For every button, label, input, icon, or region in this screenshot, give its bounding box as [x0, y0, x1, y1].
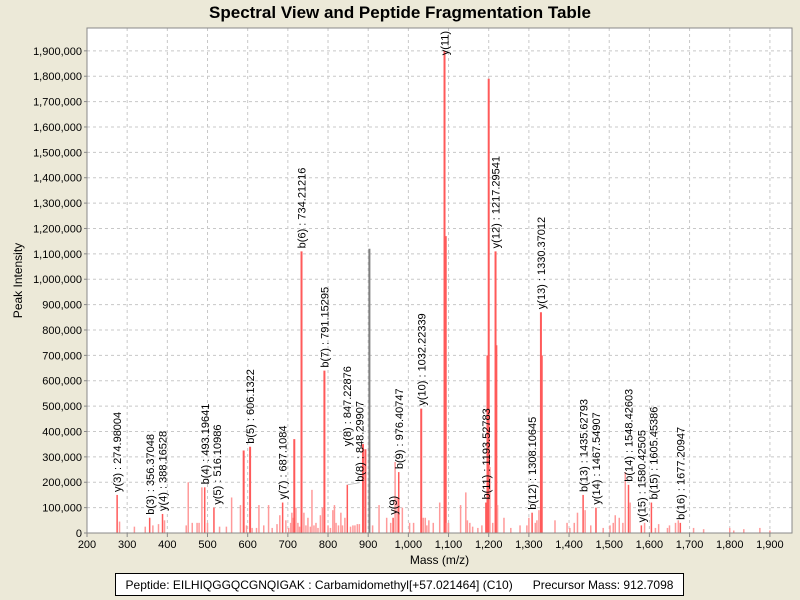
peak-annotation: y(12) : 1217.29541: [491, 156, 503, 248]
x-tick-label: 1,900: [756, 539, 784, 551]
y-tick-label: 1,700,000: [33, 97, 82, 109]
peak-annotation: b(6) : 734.21216: [297, 168, 309, 249]
precursor-mass-label: Precursor Mass: 912.7098: [532, 578, 674, 592]
x-axis-label: Mass (m/z): [410, 553, 469, 567]
peak-annotation: b(5) : 606.1322: [245, 369, 257, 444]
peak-annotation: b(8) : 848.29907: [354, 401, 366, 482]
peak-annotation: y(7) : 687.1084: [278, 426, 290, 500]
y-tick-label: 700,000: [42, 350, 82, 362]
y-tick-label: 400,000: [42, 426, 82, 438]
peak-annotation: b(15) : 1605.45386: [649, 407, 661, 500]
peak-annotation: y(10) : 1032.22339: [416, 313, 428, 405]
x-tick-label: 1,200: [475, 539, 503, 551]
x-tick-label: 600: [239, 539, 257, 551]
peak-annotation: b(16) : 1677.20947: [675, 427, 687, 520]
x-tick-label: 700: [279, 539, 297, 551]
x-tick-label: 1,100: [435, 539, 463, 551]
x-tick-label: 400: [158, 539, 176, 551]
y-tick-label: 900,000: [42, 300, 82, 312]
x-tick-label: 1,000: [395, 539, 423, 551]
y-tick-label: 1,800,000: [33, 71, 82, 83]
peak-annotation: b(14) : 1548.42603: [624, 389, 636, 482]
peak-annotation: b(4) : 493.19641: [200, 404, 212, 485]
peak-annotation: y(8) : 847.22876: [342, 366, 354, 446]
peak-annotation: b(3) : 356.37048: [145, 434, 157, 515]
y-axis-label: Peak Intensity: [11, 243, 25, 318]
x-tick-label: 500: [198, 539, 216, 551]
plot-area: [87, 28, 792, 533]
peptide-label: Peptide: EILHIQGGQCGNQIGAK : Carbamidome…: [125, 578, 513, 592]
x-tick-label: 900: [359, 539, 377, 551]
y-tick-label: 1,200,000: [33, 223, 82, 235]
y-tick-label: 0: [76, 528, 82, 540]
x-tick-label: 1,800: [716, 539, 744, 551]
y-tick-label: 1,900,000: [33, 46, 82, 58]
y-tick-label: 1,400,000: [33, 173, 82, 185]
peak-annotation: y(4) : 388.16528: [158, 431, 170, 511]
x-tick-label: 200: [78, 539, 96, 551]
y-tick-label: 800,000: [42, 325, 82, 337]
x-tick-label: 1,500: [595, 539, 623, 551]
y-tick-label: 1,100,000: [33, 249, 82, 261]
x-tick-label: 1,400: [555, 539, 583, 551]
y-tick-label: 1,500,000: [33, 147, 82, 159]
y-tick-label: 600,000: [42, 376, 82, 388]
y-tick-label: 500,000: [42, 401, 82, 413]
y-tick-label: 300,000: [42, 452, 82, 464]
peak-annotation: y(11): [440, 31, 452, 55]
peak-annotation: y(15) : 1580.42505: [637, 430, 649, 522]
peak-annotation: y(9): [388, 496, 400, 515]
peak-annotation: b(11) : 1193.52783: [481, 408, 493, 499]
x-tick-label: 1,700: [676, 539, 704, 551]
peak-annotation: y(3) : 274.98004: [112, 412, 124, 492]
y-tick-label: 1,600,000: [33, 122, 82, 134]
y-tick-label: 100,000: [42, 503, 82, 515]
y-tick-label: 1,000,000: [33, 274, 82, 286]
peak-annotation: y(13) : 1330.37012: [536, 217, 548, 309]
peak-annotation: b(7) : 791.15295: [319, 287, 331, 368]
peak-annotation: b(12) : 1308.10645: [527, 417, 539, 510]
y-tick-label: 1,300,000: [33, 198, 82, 210]
chart-title: Spectral View and Peptide Fragmentation …: [209, 3, 591, 22]
y-tick-label: 200,000: [42, 477, 82, 489]
x-tick-label: 1,300: [515, 539, 543, 551]
annotation-leader-line: [347, 482, 360, 486]
x-tick-label: 300: [118, 539, 136, 551]
peak-annotation: y(5) : 516.10986: [212, 424, 224, 504]
x-tick-label: 800: [319, 539, 337, 551]
peak-annotation: b(13) : 1435.62793: [578, 399, 590, 492]
legend-box: Peptide: EILHIQGGQCGNQIGAK : Carbamidome…: [115, 573, 684, 596]
peak-annotation: b(9) : 976.40747: [394, 388, 406, 469]
peak-annotation: y(14) : 1467.54907: [591, 412, 603, 504]
plot-border: [86, 27, 793, 534]
x-tick-label: 1,600: [636, 539, 664, 551]
